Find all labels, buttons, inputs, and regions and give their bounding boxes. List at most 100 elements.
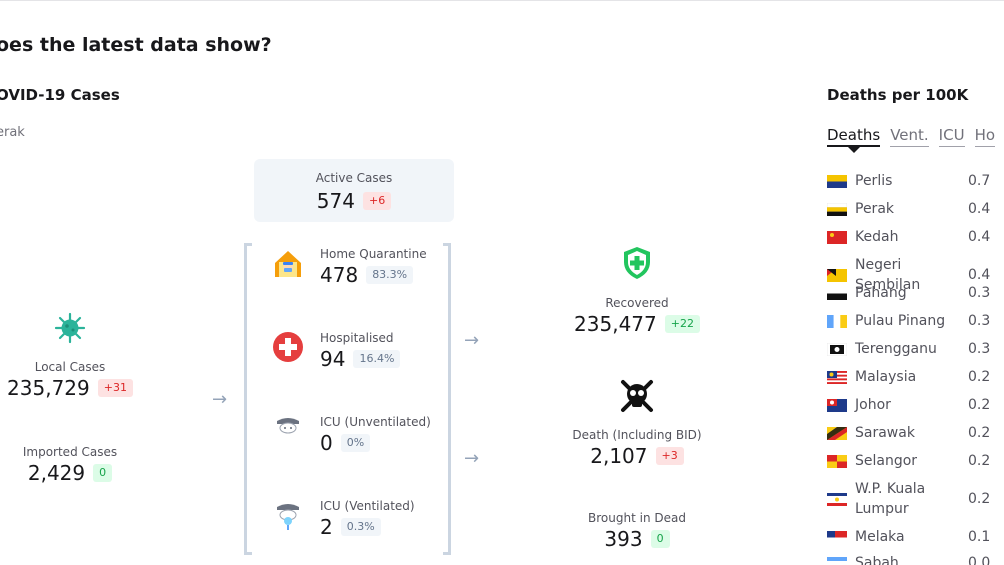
tab-deaths[interactable]: Deaths xyxy=(827,126,881,147)
flag-perak-icon xyxy=(827,202,847,216)
bid-value: 393 xyxy=(604,527,643,551)
flag-sabah-icon xyxy=(827,556,847,565)
flag-johor-icon xyxy=(827,398,847,412)
state-name: Sabah xyxy=(855,555,899,565)
state-name: Pulau Pinang xyxy=(855,313,946,329)
icu-patient-icon xyxy=(274,413,302,445)
tab-vent[interactable]: Vent. xyxy=(890,126,929,147)
state-row: Melaka 0.1 xyxy=(827,527,1004,547)
state-value: 0.2 xyxy=(968,453,991,469)
home-quarantine-pct: 83.3% xyxy=(366,266,414,284)
arrow-right-icon: → xyxy=(212,389,228,410)
recovered-label: Recovered xyxy=(605,296,669,310)
state-row: Pulau Pinang 0.3 xyxy=(827,311,1004,331)
recovered-value: 235,477 xyxy=(574,312,657,336)
state-value: 0.4 xyxy=(968,229,991,245)
tab-icu[interactable]: ICU xyxy=(938,126,965,147)
flag-malaysia-icon xyxy=(827,370,847,384)
home-quarantine-label: Home Quarantine xyxy=(320,247,427,261)
icu-unventilated-pct: 0% xyxy=(340,434,371,452)
state-name: Pahang xyxy=(855,285,907,301)
state-name: Kedah xyxy=(855,229,899,245)
state-row: Perak 0.4 xyxy=(827,199,1004,219)
home-quarantine-value: 478 xyxy=(320,263,359,287)
bracket-left xyxy=(244,243,252,555)
flag-selangor-icon xyxy=(827,454,847,468)
state-value: 0.2 xyxy=(968,491,991,507)
state-name: Negeri Sembilan xyxy=(855,257,921,293)
home-quarantine-stat: Home Quarantine 478 83.3% xyxy=(320,247,427,287)
state-value: 0.1 xyxy=(968,529,991,545)
arrow-right-icon: → xyxy=(464,330,480,351)
hospitalised-stat: Hospitalised 94 16.4% xyxy=(320,331,401,371)
state-row: Malaysia 0.2 xyxy=(827,367,1004,387)
flag-perlis-icon xyxy=(827,174,847,188)
local-cases-block: Local Cases 235,729 +31 xyxy=(0,312,140,400)
hospitalised-label: Hospitalised xyxy=(320,331,394,345)
active-cases-value: 574 xyxy=(316,189,355,213)
imported-cases-delta: 0 xyxy=(93,464,113,482)
local-cases-label: Local Cases xyxy=(34,360,106,374)
page-heading: oes the latest data show? xyxy=(0,34,272,56)
state-name: Terengganu xyxy=(855,341,937,357)
arrow-right-icon: → xyxy=(464,448,480,469)
state-name: Johor xyxy=(855,397,891,413)
death-delta: +3 xyxy=(655,447,684,465)
flag-pahang-icon xyxy=(827,286,847,300)
active-cases-label: Active Cases xyxy=(315,171,393,185)
hospitalised-pct: 16.4% xyxy=(353,350,401,368)
bid-label: Brought in Dead xyxy=(588,511,686,525)
flag-wp-kuala-lumpur-icon xyxy=(827,492,847,506)
state-value: 0.0 xyxy=(968,555,991,565)
active-cases-delta: +6 xyxy=(362,192,392,210)
state-value: 0.2 xyxy=(968,425,991,441)
flag-kedah-icon xyxy=(827,230,847,244)
hospital-cross-icon xyxy=(272,331,304,367)
icu-unventilated-stat: ICU (Unventilated) 0 0% xyxy=(320,415,431,455)
icu-unventilated-label: ICU (Unventilated) xyxy=(320,415,431,429)
state-name: Perak xyxy=(855,201,894,217)
bracket-right xyxy=(443,243,451,555)
hospitalised-value: 94 xyxy=(320,347,346,371)
icu-ventilated-pct: 0.3% xyxy=(340,518,381,536)
death-label: Death (Including BID) xyxy=(572,428,702,442)
state-value: 0.2 xyxy=(968,397,991,413)
bid-block: Brought in Dead 393 0 xyxy=(557,511,717,551)
state-name: Sarawak xyxy=(855,425,915,441)
ventilator-icon xyxy=(274,499,302,535)
state-name: W.P. Kuala Lumpur xyxy=(855,481,926,517)
state-row: Terengganu 0.3 xyxy=(827,339,1004,359)
state-row: Johor 0.2 xyxy=(827,395,1004,415)
state-row: Pahang 0.3 xyxy=(827,283,1004,303)
recovered-block: Recovered 235,477 +22 xyxy=(557,246,717,336)
icu-unventilated-value: 0 xyxy=(320,431,333,455)
icu-ventilated-value: 2 xyxy=(320,515,333,539)
state-row: Selangor 0.2 xyxy=(827,451,1004,471)
state-row: Sabah 0.0 xyxy=(827,553,1004,565)
state-name: Perlis xyxy=(855,173,893,189)
home-quarantine-icon xyxy=(272,248,304,284)
state-value: 0.7 xyxy=(968,173,991,189)
flag-melaka-icon xyxy=(827,530,847,544)
metric-tabs: Deaths Vent. ICU Ho xyxy=(827,126,996,147)
cases-title: OVID-19 Cases xyxy=(0,86,120,104)
deaths-per-100k-title: Deaths per 100K xyxy=(827,86,969,104)
bid-delta: 0 xyxy=(650,530,670,548)
active-tab-caret-icon xyxy=(847,146,861,153)
flag-terengganu-icon xyxy=(827,342,847,356)
flag-negeri-sembilan-icon xyxy=(827,268,847,282)
flag-pulau-pinang-icon xyxy=(827,314,847,328)
imported-cases-value: 2,429 xyxy=(27,461,86,485)
local-cases-delta: +31 xyxy=(97,379,133,397)
state-row: Sarawak 0.2 xyxy=(827,423,1004,443)
icu-ventilated-label: ICU (Ventilated) xyxy=(320,499,415,513)
icu-ventilated-stat: ICU (Ventilated) 2 0.3% xyxy=(320,499,415,539)
virus-icon xyxy=(54,312,86,344)
state-row: Perlis 0.7 xyxy=(827,171,1004,191)
state-name: Selangor xyxy=(855,453,918,469)
flag-sarawak-icon xyxy=(827,426,847,440)
skull-icon xyxy=(621,380,653,412)
top-divider xyxy=(0,0,1004,1)
tab-hosp[interactable]: Ho xyxy=(974,126,996,147)
selected-state: erak xyxy=(0,125,25,140)
